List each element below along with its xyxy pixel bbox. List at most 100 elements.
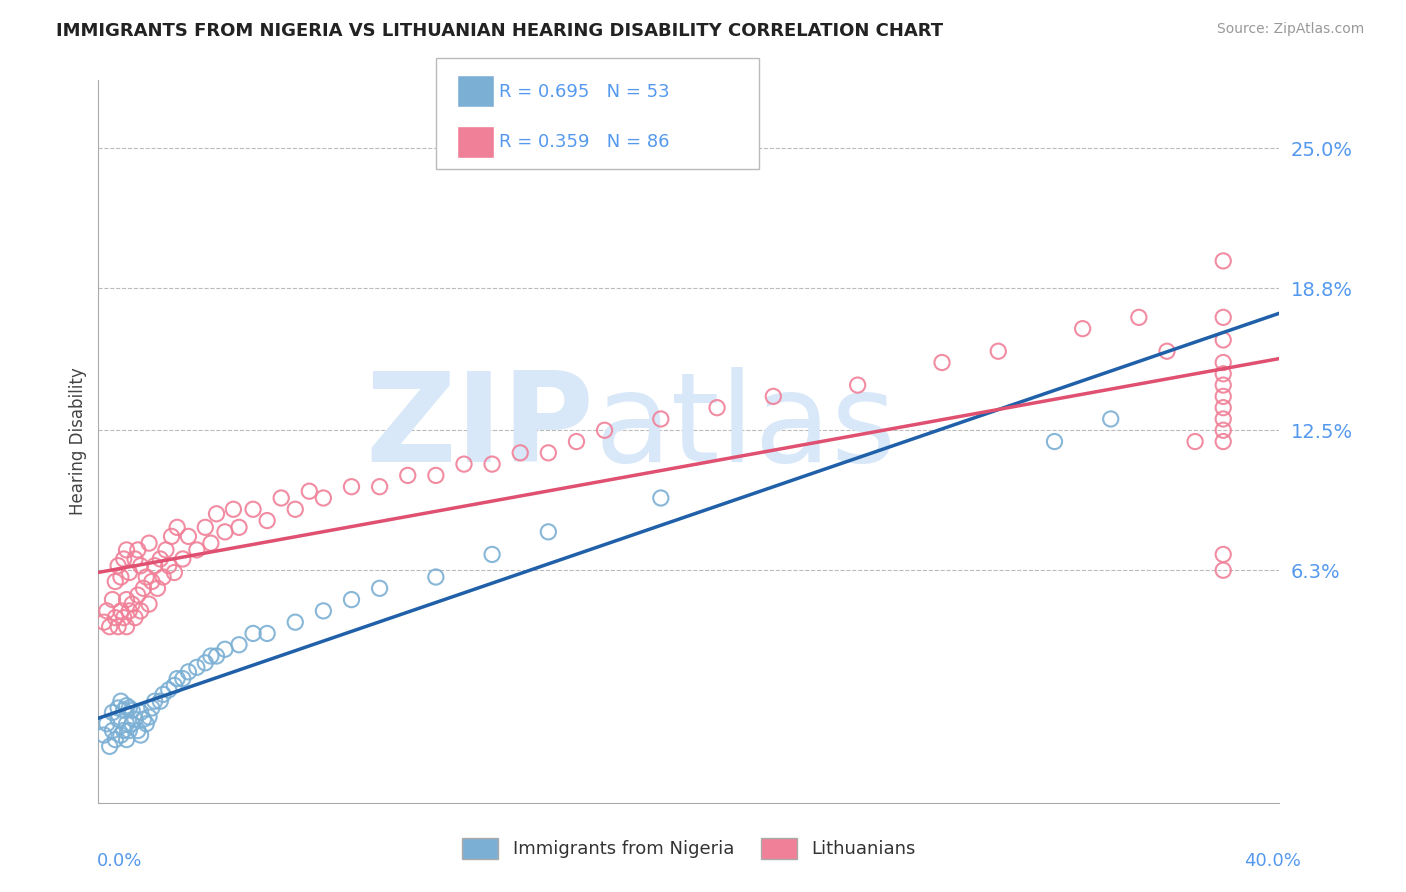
Text: R = 0.359   N = 86: R = 0.359 N = 86 [499,133,669,151]
Point [129,604,152,618]
Point [242,502,264,516]
Point [762,389,785,403]
Point [706,401,728,415]
Point [118,604,141,618]
Point [256,514,278,528]
Point [118,723,141,738]
Point [96,716,118,731]
Point [1212,378,1234,392]
Point [138,536,160,550]
Text: Source: ZipAtlas.com: Source: ZipAtlas.com [1216,22,1364,37]
Point [115,592,138,607]
Point [101,706,124,720]
Point [1071,321,1094,335]
Point [110,694,132,708]
Point [107,701,129,715]
Point [340,592,363,607]
Point [101,723,124,738]
Point [163,678,186,692]
Point [149,552,172,566]
Point [537,446,560,460]
Point [141,574,163,589]
Point [177,529,200,543]
Text: IMMIGRANTS FROM NIGERIA VS LITHUANIAN HEARING DISABILITY CORRELATION CHART: IMMIGRANTS FROM NIGERIA VS LITHUANIAN HE… [56,22,943,40]
Point [98,620,121,634]
Point [1212,355,1234,369]
Point [115,620,138,634]
Point [129,728,152,742]
Point [1043,434,1066,449]
Point [152,687,174,701]
Point [1184,434,1206,449]
Point [129,558,152,573]
Point [205,507,228,521]
Point [1212,401,1234,415]
Point [256,626,278,640]
Point [155,542,177,557]
Point [124,610,146,624]
Point [107,558,129,573]
Point [194,656,217,670]
Point [166,520,188,534]
Point [127,723,149,738]
Point [124,712,146,726]
Point [121,716,143,731]
Point [931,355,953,369]
Point [312,491,335,505]
Point [368,480,391,494]
Point [107,620,129,634]
Point [135,716,157,731]
Point [138,597,160,611]
Point [143,694,166,708]
Point [135,570,157,584]
Point [1212,423,1234,437]
Text: R = 0.695   N = 53: R = 0.695 N = 53 [499,83,669,101]
Point [340,480,363,494]
Point [127,542,149,557]
Point [104,610,127,624]
Point [200,536,222,550]
Point [298,484,321,499]
Point [205,648,228,663]
Text: 40.0%: 40.0% [1244,852,1301,870]
Point [242,626,264,640]
Point [112,723,135,738]
Point [107,712,129,726]
Point [98,739,121,754]
Point [96,604,118,618]
Point [141,701,163,715]
Point [110,604,132,618]
Point [214,524,236,539]
Point [509,446,531,460]
Point [118,701,141,715]
Point [1099,412,1122,426]
Point [121,597,143,611]
Point [284,615,307,630]
Point [565,434,588,449]
Point [115,542,138,557]
Point [157,682,180,697]
Point [160,529,183,543]
Point [1212,310,1234,325]
Point [1212,253,1234,268]
Point [186,660,208,674]
Point [1128,310,1150,325]
Point [186,542,208,557]
Point [132,712,155,726]
Point [115,698,138,713]
Point [1212,333,1234,347]
Point [312,604,335,618]
Point [481,548,503,562]
Point [157,558,180,573]
Text: 0.0%: 0.0% [97,852,142,870]
Point [110,728,132,742]
Point [1212,412,1234,426]
Point [987,344,1010,359]
Point [284,502,307,516]
Point [1212,548,1234,562]
Point [1212,563,1234,577]
Text: atlas: atlas [595,367,897,488]
Point [121,703,143,717]
Point [115,732,138,747]
Point [93,728,115,742]
